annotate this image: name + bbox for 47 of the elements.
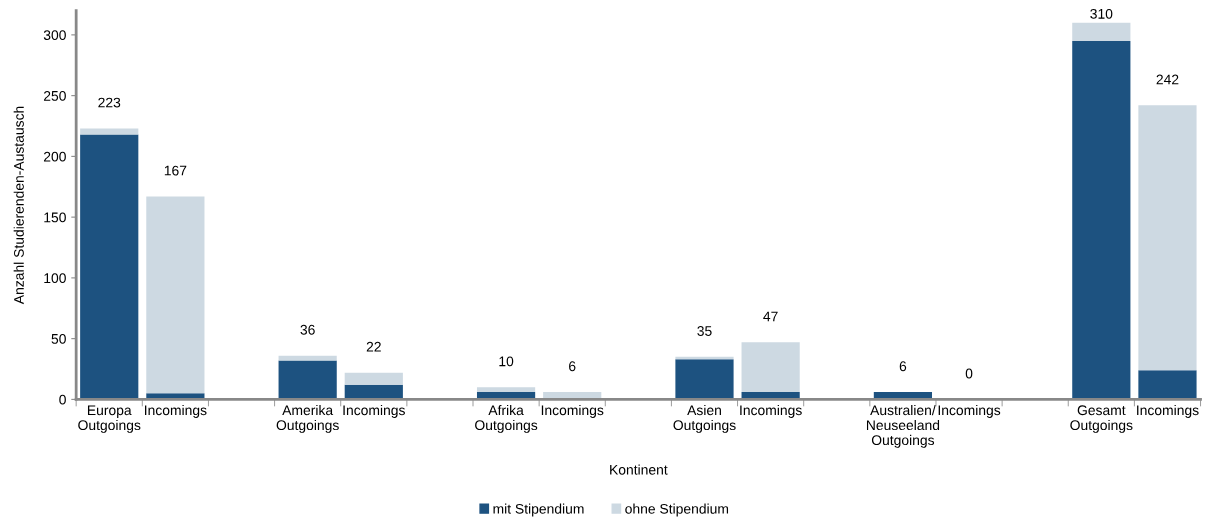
bar xyxy=(278,355,337,361)
bar xyxy=(476,387,536,393)
x-tick-label: Asien Outgoings xyxy=(673,404,736,433)
x-axis-title: Kontinent xyxy=(610,464,668,475)
bar xyxy=(741,342,800,393)
legend-label: ohne Stipendium xyxy=(625,503,729,517)
y-tick-label: 300 xyxy=(43,30,66,41)
y-tick-label: 50 xyxy=(51,333,66,344)
total-label: 310 xyxy=(1090,8,1113,19)
total-label: 6 xyxy=(569,361,576,372)
bar xyxy=(80,128,139,135)
x-tick-label: Incomings xyxy=(343,404,405,418)
y-tick-label: 150 xyxy=(44,212,66,223)
total-label: 22 xyxy=(366,341,381,352)
total-label: 36 xyxy=(300,324,315,335)
bar xyxy=(146,196,205,394)
y-tick-label: 200 xyxy=(43,151,66,162)
total-label: 242 xyxy=(1156,74,1179,85)
bar xyxy=(344,372,403,385)
total-label: 0 xyxy=(965,368,973,379)
x-tick-label: Gesamt Outgoings xyxy=(1070,405,1133,433)
x-tick-label: Incomings xyxy=(740,404,802,418)
total-label: 167 xyxy=(164,165,187,176)
bar xyxy=(1072,22,1131,41)
x-tick-label: Amerika Outgoings xyxy=(276,404,339,433)
x-tick-label: Incomings xyxy=(1137,404,1199,418)
y-tick-label: 100 xyxy=(44,273,66,284)
total-label: 35 xyxy=(697,326,712,336)
bar xyxy=(1138,105,1197,371)
bar xyxy=(675,359,734,400)
y-tick-label: 0 xyxy=(59,394,66,405)
bar xyxy=(1072,40,1131,400)
x-tick-label: Incomings xyxy=(541,404,604,418)
total-label: 6 xyxy=(899,361,907,372)
bar xyxy=(80,134,139,400)
total-label: 223 xyxy=(98,97,121,108)
bar xyxy=(278,360,337,400)
x-tick-label: Incomings xyxy=(145,404,207,418)
bar xyxy=(1138,370,1197,400)
x-tick-label: Incomings xyxy=(938,404,1001,418)
x-tick-label: Europa Outgoings xyxy=(78,405,141,433)
x-tick-label: Afrika Outgoings xyxy=(475,404,538,433)
legend-label: mit Stipendium xyxy=(493,503,584,517)
total-label: 47 xyxy=(763,311,778,322)
y-tick-label: 250 xyxy=(43,90,66,101)
total-label: 10 xyxy=(499,356,514,367)
y-axis-title: Anzahl Studierenden-Austausch xyxy=(13,106,24,305)
